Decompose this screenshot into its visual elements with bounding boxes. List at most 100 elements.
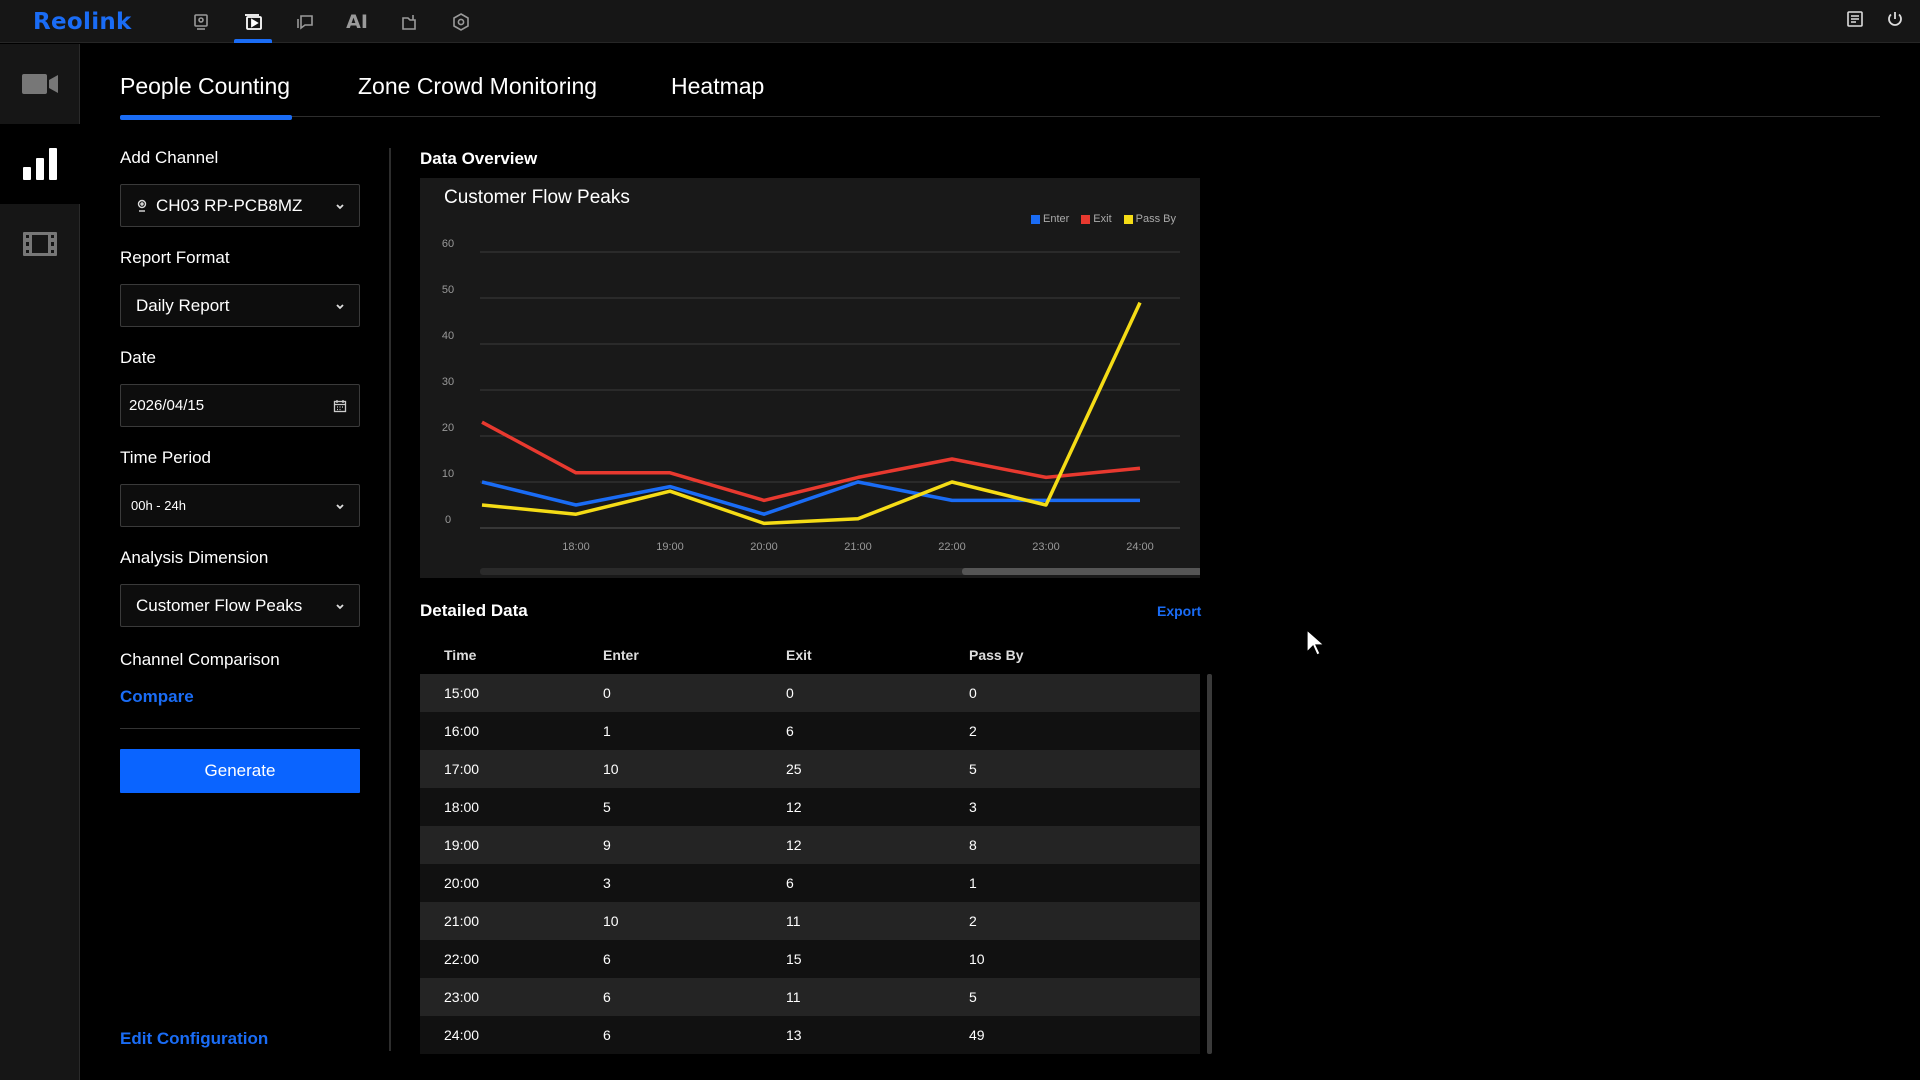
column-header-time[interactable]: Time (444, 647, 477, 663)
report-format-label: Report Format (120, 248, 230, 267)
table-cell-time: 18:00 (444, 799, 480, 815)
table-cell-time: 15:00 (444, 685, 480, 701)
playback-icon[interactable] (227, 0, 279, 43)
column-header-exit[interactable]: Exit (786, 647, 812, 663)
table-cell-exit: 11 (786, 989, 801, 1005)
table-cell-enter: 6 (603, 989, 611, 1005)
date-value: 2026/04/15 (129, 397, 205, 414)
tab-people-counting[interactable]: People Counting (120, 73, 293, 120)
time-period-label: Time Period (120, 448, 212, 467)
sidebar-item-video[interactable] (0, 44, 80, 124)
table-cell-time: 21:00 (444, 913, 480, 929)
power-icon[interactable] (1886, 10, 1904, 33)
table-cell-time: 20:00 (444, 875, 480, 891)
data-overview-title: Data Overview (420, 149, 538, 168)
notes-icon[interactable] (1846, 10, 1864, 33)
table-cell-enter: 0 (603, 685, 611, 701)
calendar-icon (333, 399, 347, 412)
table-cell-enter: 6 (603, 951, 611, 967)
table-row: 24:00 6 13 49 (420, 1016, 1200, 1054)
table-cell-enter: 10 (603, 761, 619, 777)
table-cell-time: 16:00 (444, 723, 480, 739)
time-period-select[interactable]: 00h - 24h (120, 484, 360, 527)
table-scrollbar[interactable] (1207, 674, 1212, 1054)
table-cell-pass-by: 10 (969, 951, 985, 967)
table-row: 19:00 9 12 8 (420, 826, 1200, 864)
column-header-enter[interactable]: Enter (603, 647, 639, 663)
tab-bar: People Counting Zone Crowd Monitoring He… (120, 66, 1880, 120)
table-cell-pass-by: 5 (969, 761, 977, 777)
x-tick-label: 20:00 (750, 541, 778, 553)
live-view-icon[interactable] (175, 0, 227, 43)
y-tick-label: 0 (445, 514, 451, 526)
ai-icon[interactable]: AI (346, 10, 368, 33)
table-header: Time Enter Exit Pass By (420, 636, 1212, 674)
date-label: Date (120, 348, 156, 367)
y-tick-label: 60 (442, 238, 454, 250)
channel-select[interactable]: CH03 RP-PCB8MZ (120, 184, 360, 227)
legend-exit[interactable]: Exit (1081, 213, 1112, 225)
legend-pass-by[interactable]: Pass By (1123, 213, 1176, 225)
x-tick-label: 19:00 (656, 541, 684, 553)
column-header-pass-by[interactable]: Pass By (969, 647, 1024, 663)
table-cell-pass-by: 49 (969, 1027, 985, 1043)
table-cell-time: 17:00 (444, 761, 480, 777)
table-row: 16:00 1 6 2 (420, 712, 1200, 750)
date-input[interactable]: 2026/04/15 (120, 384, 360, 427)
bar-chart-icon (23, 148, 57, 180)
x-tick-label: 24:00 (1126, 541, 1154, 553)
table-cell-enter: 3 (603, 875, 611, 891)
table-cell-time: 24:00 (444, 1027, 480, 1043)
generate-button[interactable]: Generate (120, 749, 360, 793)
video-camera-icon (22, 74, 58, 94)
settings-icon[interactable] (435, 0, 487, 43)
message-icon[interactable] (279, 0, 331, 43)
y-tick-label: 10 (442, 468, 454, 480)
table-cell-enter: 6 (603, 1027, 611, 1043)
sidebar-item-statistics[interactable] (0, 124, 80, 204)
y-tick-label: 30 (442, 376, 454, 388)
camera-pin-icon (136, 199, 148, 213)
legend-enter[interactable]: Enter (1031, 213, 1069, 225)
files-icon[interactable] (383, 0, 435, 43)
export-link[interactable]: Export (1157, 603, 1202, 619)
chart-scroll-thumb (962, 568, 1200, 575)
table-cell-exit: 6 (786, 875, 794, 891)
tab-zone-crowd-monitoring[interactable]: Zone Crowd Monitoring (358, 73, 598, 99)
table-cell-pass-by: 0 (969, 685, 977, 701)
left-sidebar (0, 44, 80, 1080)
table-cell-exit: 15 (786, 951, 802, 967)
table-body: 15:00 0 0 0 16:00 1 6 2 17:00 10 25 5 18:00 5 12 3 19:00… (420, 674, 1200, 1054)
x-tick-label: 22:00 (938, 541, 966, 553)
report-format-select[interactable]: Daily Report (120, 284, 360, 327)
table-cell-pass-by: 2 (969, 913, 977, 929)
reolink-logo: Reolink (33, 9, 132, 35)
sidebar-item-film[interactable] (0, 204, 80, 284)
analysis-dimension-select[interactable]: Customer Flow Peaks (120, 584, 360, 627)
tab-heatmap[interactable]: Heatmap (671, 73, 765, 99)
y-tick-label: 50 (442, 284, 454, 296)
table-row: 15:00 0 0 0 (420, 674, 1200, 712)
panel-divider (389, 148, 391, 1051)
film-icon (23, 232, 57, 256)
table-cell-pass-by: 1 (969, 875, 977, 891)
top-bar: Reolink AI (0, 0, 1920, 43)
channel-label: Add Channel (120, 148, 219, 167)
table-cell-pass-by: 2 (969, 723, 977, 739)
chevron-down-icon (336, 503, 344, 509)
chevron-down-icon (336, 603, 344, 609)
table-cell-exit: 6 (786, 723, 794, 739)
edit-configuration-link[interactable]: Edit Configuration (120, 1029, 269, 1048)
table-row: 21:00 10 11 2 (420, 902, 1200, 940)
table-cell-time: 22:00 (444, 951, 480, 967)
table-cell-exit: 12 (786, 799, 802, 815)
table-cell-exit: 11 (786, 913, 801, 929)
chart-panel: 0 10 20 30 40 50 60 18:00 19:00 20:00 21:00 22:00 23… (420, 178, 1200, 578)
series-line-enter (481, 480, 1140, 516)
top-nav: AI (175, 0, 487, 43)
table-row: 18:00 5 12 3 (420, 788, 1200, 826)
table-cell-enter: 9 (603, 837, 611, 853)
x-tick-label: 21:00 (844, 541, 872, 553)
compare-link[interactable]: Compare (120, 687, 194, 706)
channel-comparison-label: Channel Comparison (120, 650, 280, 669)
